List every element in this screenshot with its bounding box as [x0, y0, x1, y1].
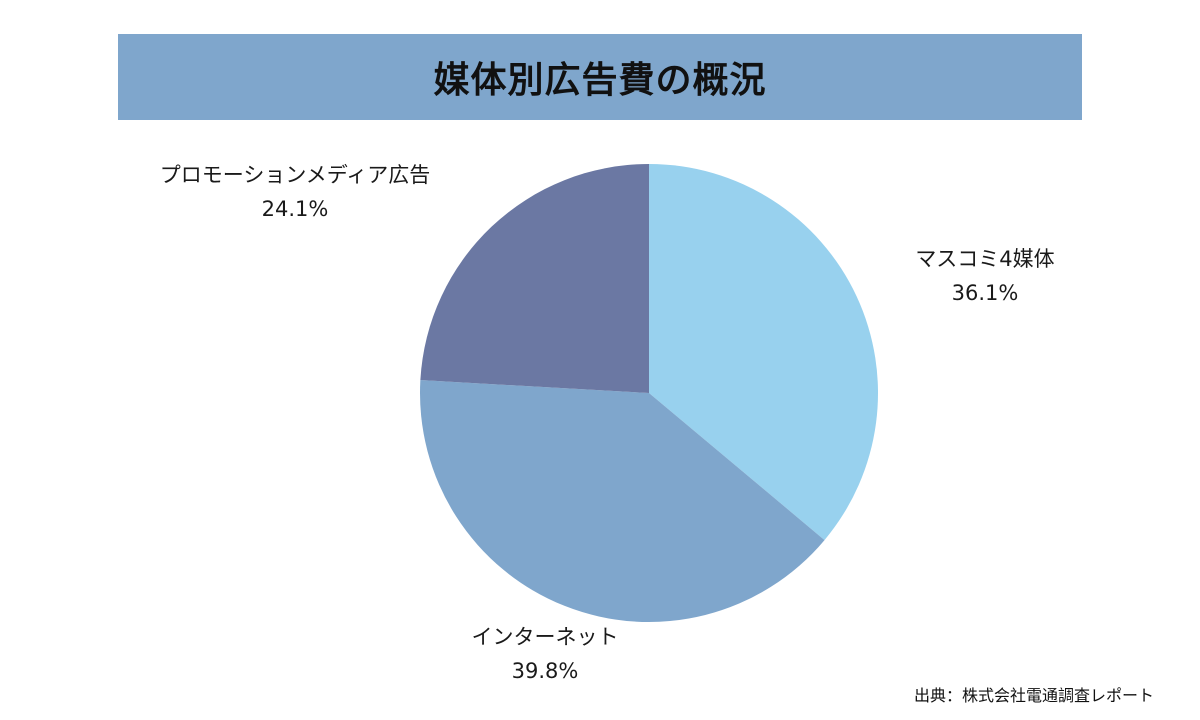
- title-banner: 媒体別広告費の概況: [118, 34, 1082, 120]
- slice-value-promotion-media: 24.1%: [261, 197, 329, 221]
- slice-category-internet: インターネット: [471, 625, 619, 649]
- pie-slices: [420, 164, 878, 622]
- source-note: 出典：株式会社電通調査レポート: [913, 686, 1154, 705]
- chart-title: 媒体別広告費の概況: [433, 60, 767, 101]
- slice-category-promotion-media: プロモーションメディア広告: [159, 163, 431, 187]
- slice-value-mass-media: 36.1%: [951, 281, 1019, 305]
- pie-slice-promotion-media: [420, 164, 649, 393]
- slice-label-mass-media: マスコミ4媒体 36.1%: [900, 242, 1070, 310]
- slice-label-promotion-media: プロモーションメディア広告 24.1%: [130, 158, 460, 226]
- slice-label-internet: インターネット 39.8%: [440, 620, 650, 688]
- slice-category-mass-media: マスコミ4媒体: [915, 247, 1055, 271]
- slice-value-internet: 39.8%: [511, 659, 579, 683]
- pie-slice-internet: [420, 380, 825, 622]
- pie-slice-mass-media: [649, 164, 878, 541]
